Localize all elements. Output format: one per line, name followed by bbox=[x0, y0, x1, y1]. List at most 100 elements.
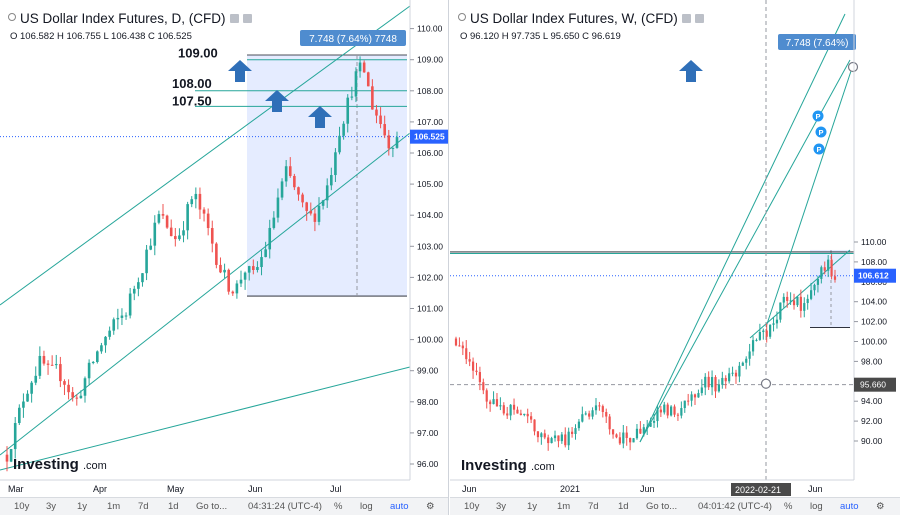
range-1y-button[interactable]: 1y bbox=[527, 501, 538, 512]
mid-trend-line bbox=[639, 59, 851, 443]
range-10y-button[interactable]: 10y bbox=[464, 501, 480, 512]
price-tick-label: 110.00 bbox=[417, 24, 443, 34]
lower-trend-line bbox=[749, 249, 851, 339]
last-price-tag bbox=[410, 129, 448, 144]
goto-button[interactable]: Go to... bbox=[646, 501, 678, 512]
candle-body bbox=[153, 222, 157, 246]
candle-body bbox=[288, 166, 292, 176]
candle-body bbox=[489, 401, 492, 405]
candle-body bbox=[830, 259, 833, 277]
gear-icon[interactable]: ⚙ bbox=[426, 501, 435, 512]
pattern-marker-glyph: P bbox=[818, 128, 823, 137]
candle-body bbox=[813, 284, 816, 291]
up-arrow-icon bbox=[308, 106, 332, 128]
candle-body bbox=[83, 378, 87, 396]
candle-body bbox=[272, 217, 276, 228]
candle-body bbox=[676, 414, 680, 416]
candle-body bbox=[354, 71, 358, 97]
range-10y-button[interactable]: 10y bbox=[14, 501, 30, 512]
candle-body bbox=[523, 413, 526, 415]
candle-body bbox=[690, 394, 693, 401]
time-readout: 04:01:42 (UTC-4) bbox=[698, 501, 772, 512]
candle-body bbox=[618, 437, 621, 444]
candle-body bbox=[338, 135, 341, 153]
log-toggle[interactable]: log bbox=[360, 501, 373, 512]
candle-body bbox=[666, 404, 669, 416]
candle-body bbox=[63, 381, 66, 385]
candle-body bbox=[649, 422, 652, 427]
range-7d-button[interactable]: 7d bbox=[588, 501, 599, 512]
candle-body bbox=[625, 432, 628, 439]
candle-body bbox=[745, 358, 748, 363]
candle-body bbox=[509, 404, 512, 416]
last-price-label: 106.525 bbox=[414, 132, 445, 142]
up-arrow-icon bbox=[679, 60, 703, 82]
price-tick-label: 92.00 bbox=[861, 416, 883, 426]
candle-body bbox=[362, 62, 366, 73]
candle-body bbox=[268, 227, 272, 250]
candle-body bbox=[461, 345, 464, 349]
goto-button[interactable]: Go to... bbox=[196, 501, 228, 512]
gear-icon[interactable]: ⚙ bbox=[876, 501, 885, 512]
candle-body bbox=[387, 135, 391, 149]
close-icon[interactable] bbox=[694, 14, 704, 23]
time-tick-label: Jun bbox=[640, 484, 655, 494]
candle-body bbox=[765, 330, 768, 337]
range-1m-button[interactable]: 1m bbox=[557, 501, 571, 512]
price-tick-label: 106.00 bbox=[417, 148, 443, 158]
investing-logo-suffix: .com bbox=[531, 461, 555, 473]
candle-body bbox=[26, 393, 29, 402]
price-tick-label: 108.00 bbox=[861, 257, 887, 267]
candle-body bbox=[165, 215, 169, 228]
range-1d-button[interactable]: 1d bbox=[168, 501, 179, 512]
time-tick-label: Jul bbox=[330, 484, 342, 494]
candle-body bbox=[833, 276, 837, 280]
log-toggle[interactable]: log bbox=[810, 501, 823, 512]
candle-body bbox=[30, 382, 33, 394]
candle-body bbox=[536, 431, 540, 438]
candle-body bbox=[186, 204, 189, 231]
crosshair-price-tag bbox=[854, 377, 896, 392]
candle-body bbox=[799, 296, 802, 311]
settings-icon[interactable] bbox=[681, 14, 691, 23]
auto-toggle[interactable]: auto bbox=[840, 501, 859, 512]
percent-toggle[interactable]: % bbox=[784, 501, 793, 512]
price-tick-label: 109.00 bbox=[417, 55, 443, 65]
candle-body bbox=[710, 377, 714, 388]
candle-body bbox=[206, 213, 210, 229]
percent-toggle[interactable]: % bbox=[334, 501, 343, 512]
candle-body bbox=[656, 409, 659, 422]
range-1d-button[interactable]: 1d bbox=[618, 501, 629, 512]
candle-body bbox=[391, 147, 395, 149]
close-icon[interactable] bbox=[242, 14, 252, 23]
investing-logo: Investing bbox=[461, 457, 527, 474]
candle-body bbox=[59, 364, 62, 382]
daily-price-chart[interactable]: 109.00 108.00 107.50 7.748 (7.64%) 7748 96.0… bbox=[0, 0, 448, 498]
time-tick-label: Jun bbox=[248, 484, 263, 494]
candle-body bbox=[309, 210, 313, 214]
symbol-status-icon bbox=[458, 13, 466, 21]
candle-body bbox=[478, 372, 482, 383]
candle-body bbox=[779, 302, 782, 320]
candle-body bbox=[157, 214, 161, 223]
range-1m-button[interactable]: 1m bbox=[107, 501, 121, 512]
candle-body bbox=[5, 454, 9, 462]
settings-icon[interactable] bbox=[229, 14, 239, 23]
price-tick-label: 96.00 bbox=[417, 459, 439, 469]
range-3y-button[interactable]: 3y bbox=[496, 501, 507, 512]
price-tick-label: 100.00 bbox=[861, 337, 887, 347]
weekly-chart-panel[interactable]: US Dollar Index Futures, W, (CFD) O 96.1… bbox=[450, 0, 900, 515]
auto-toggle[interactable]: auto bbox=[390, 501, 409, 512]
price-tick-label: 94.00 bbox=[861, 396, 883, 406]
daily-chart-panel[interactable]: US Dollar Index Futures, D, (CFD) O 106.… bbox=[0, 0, 449, 515]
range-3y-button[interactable]: 3y bbox=[46, 501, 57, 512]
range-7d-button[interactable]: 7d bbox=[138, 501, 149, 512]
candle-body bbox=[358, 62, 362, 72]
pattern-marker-glyph: P bbox=[815, 112, 820, 121]
measure-label-bg bbox=[300, 30, 406, 46]
candle-body bbox=[471, 361, 475, 371]
range-1y-button[interactable]: 1y bbox=[77, 501, 88, 512]
measure-label-bg bbox=[778, 34, 856, 50]
candle-body bbox=[687, 400, 690, 402]
